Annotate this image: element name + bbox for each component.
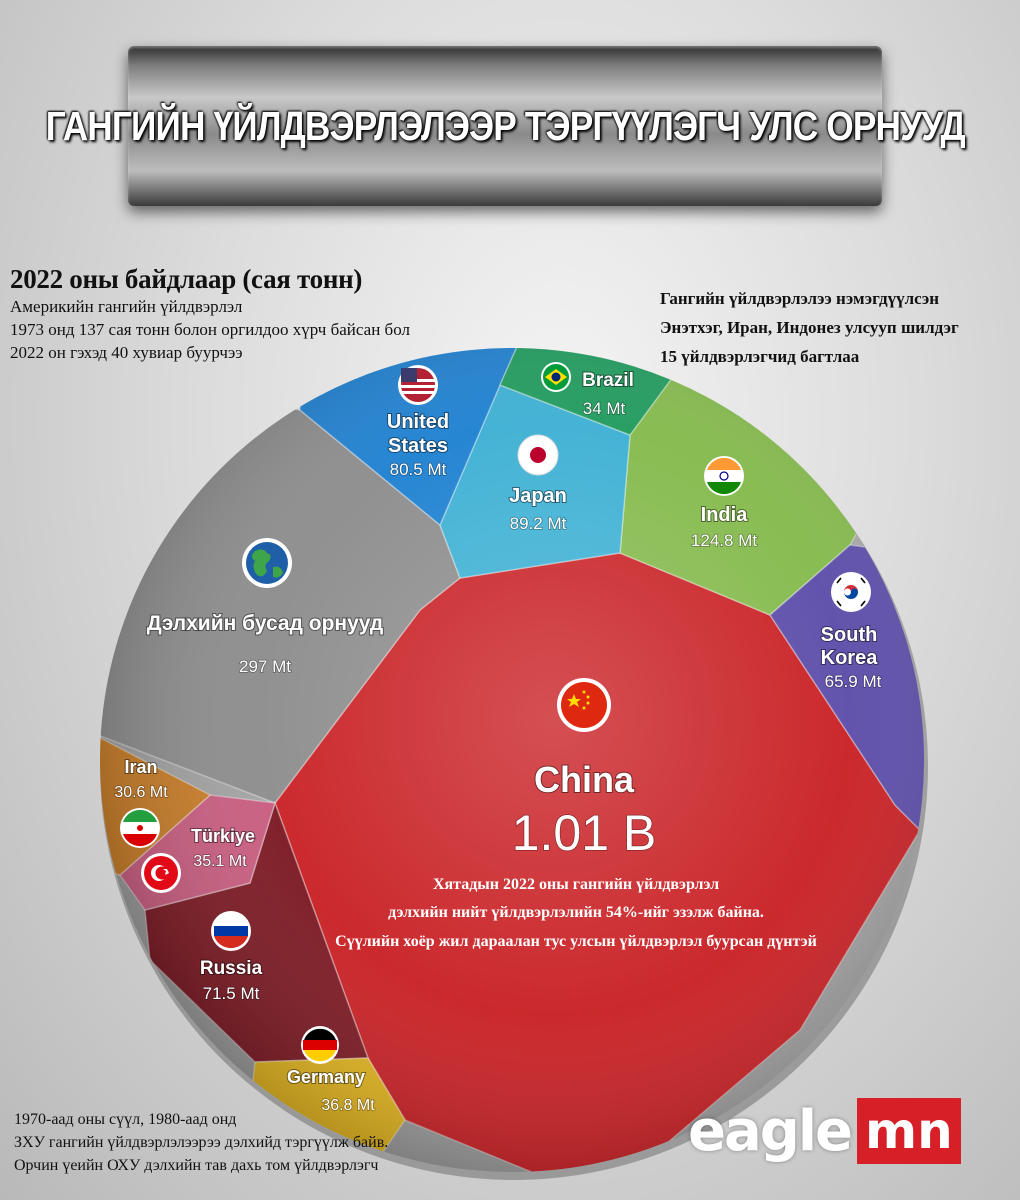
value-turkiye: 35.1 Mt [193, 853, 247, 870]
china-flag-icon [557, 678, 611, 732]
label-brazil: Brazil [582, 370, 634, 391]
value-iran: 30.6 Mt [114, 784, 168, 801]
iran-flag-icon [120, 808, 160, 848]
label-germany: Germany [287, 1067, 365, 1087]
label-china: China [534, 759, 635, 800]
page-title: ГАНГИЙН ҮЙЛДВЭРЛЭЛЭЭР ТЭРГҮҮЛЭГЧ УЛС ОРН… [45, 102, 966, 149]
logo: eagle mn [688, 1098, 961, 1164]
label-russia: Russia [200, 958, 263, 979]
value-india: 124.8 Mt [691, 531, 757, 550]
japan-flag-icon [517, 434, 559, 476]
note-line: Орчин үеийн ОХУ дэлхийн тав дахь том үйл… [14, 1157, 379, 1174]
russia-flag-icon [211, 911, 251, 951]
label-iran: Iran [124, 757, 157, 777]
chart-sheen [100, 348, 924, 1172]
value-brazil: 34 Mt [583, 399, 626, 418]
note-line: 1973 онд 137 сая тонн болон оргилдоо хүр… [10, 320, 410, 339]
turkiye-flag-icon [141, 853, 181, 893]
note-top-right: Гангийн үйлдвэрлэлээ нэмэгдүүлсэн Энэтхэ… [660, 284, 959, 371]
note-line: Энэтхэг, Иран, Индонез улсууп шилдэг [660, 318, 959, 337]
label-india: India [701, 504, 749, 526]
label-rest: Дэлхийн бусад орнууд [147, 612, 384, 635]
south-korea-flag-icon [831, 572, 871, 612]
value-rest: 297 Mt [239, 657, 291, 676]
globe-icon [242, 538, 292, 588]
value-china: 1.01 B [512, 805, 657, 861]
value-germany: 36.8 Mt [321, 1097, 375, 1114]
note-line: Америкийн гангийн үйлдвэрлэл [10, 297, 243, 316]
logo-suffix: mn [857, 1098, 961, 1164]
label-us-line1: United [387, 411, 449, 433]
note-line: 2022 он гэхэд 40 хувиар буурчээ [10, 343, 243, 362]
note-top-left: 2022 оны байдлаар (сая тонн) Америкийн г… [10, 264, 410, 364]
value-russia: 71.5 Mt [203, 984, 260, 1003]
label-skorea-line2: Korea [821, 647, 879, 669]
china-note-line: дэлхийн нийт үйлдвэрлэлийн 54%-ийг эзэлж… [388, 904, 764, 921]
value-us: 80.5 Mt [390, 460, 447, 479]
usa-flag-icon [398, 365, 438, 405]
value-japan: 89.2 Mt [510, 514, 567, 533]
logo-text: eagle [688, 1098, 853, 1164]
brazil-flag-icon [541, 362, 571, 392]
label-turkiye: Türkiye [191, 826, 255, 846]
note-line: ЗХУ гангийн үйлдвэрлэлээрээ дэлхийд тэрг… [14, 1134, 389, 1151]
india-flag-icon [704, 456, 744, 496]
china-note-line: Хятадын 2022 оны гангийн үйлдвэрлэл [433, 876, 719, 893]
note-line: Гангийн үйлдвэрлэлээ нэмэгдүүлсэн [660, 289, 940, 308]
label-japan: Japan [509, 485, 567, 507]
value-skorea: 65.9 Mt [825, 672, 882, 691]
label-skorea-line1: South [821, 624, 878, 646]
title-plate: ГАНГИЙН ҮЙЛДВЭРЛЭЛЭЭР ТЭРГҮҮЛЭГЧ УЛС ОРН… [46, 46, 965, 206]
note-heading: 2022 оны байдлаар (сая тонн) [10, 264, 363, 294]
note-line: 15 үйлдвэрлэгчид багтлаа [660, 347, 860, 366]
note-line: 1970-аад оны сүүл, 1980-аад онд [14, 1111, 237, 1128]
note-bottom-left: 1970-аад оны сүүл, 1980-аад онд ЗХУ ганг… [14, 1108, 388, 1177]
germany-flag-icon [301, 1026, 339, 1064]
label-us-line2: States [388, 435, 448, 457]
china-note-line: Сүүлийн хоёр жил дараалан тус улсын үйлд… [335, 933, 817, 950]
